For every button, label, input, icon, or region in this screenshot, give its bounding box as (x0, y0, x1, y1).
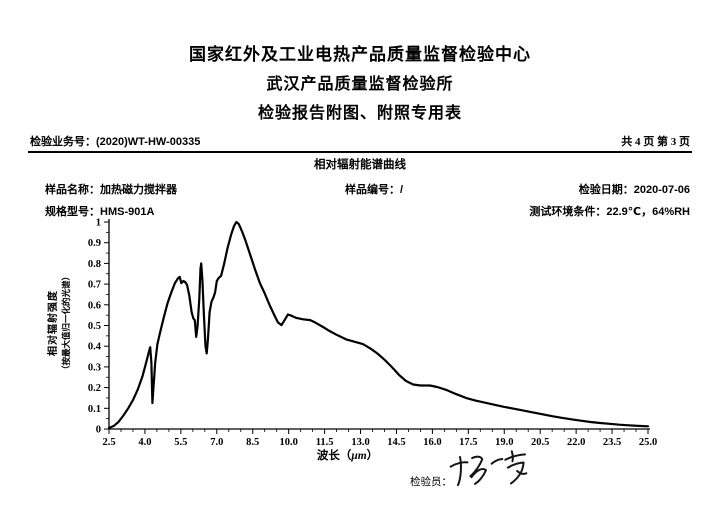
svg-text:0.6: 0.6 (88, 300, 101, 311)
y-axis-label-line1: 相对辐射强度 (48, 290, 59, 356)
svg-text:7.0: 7.0 (210, 437, 223, 448)
field-inspect-date-value: 2020-07-06 (633, 184, 690, 196)
spectrum-chart: 0 0.1 0.2 0.3 0.4 0.5 0.6 0.7 0.8 0.9 1 2.5 4.0 5.5 7.… (88, 218, 657, 463)
field-sample-name-label: 样品名称： (45, 184, 100, 196)
field-sample-name-value: 加热磁力搅拌器 (100, 184, 177, 196)
signature-stroke (490, 457, 504, 465)
svg-text:25.0: 25.0 (639, 437, 657, 448)
field-test-env: 测试环境条件：22.9℃，64%RH (529, 203, 690, 219)
y-axis-label: 相对辐射强度 （按最大值归一化的光谱） (48, 257, 76, 389)
svg-text:0.2: 0.2 (88, 383, 101, 394)
header-divider (28, 151, 692, 154)
svg-text:5.5: 5.5 (174, 437, 187, 448)
svg-text:10.0: 10.0 (279, 437, 297, 448)
inspector-label: 检验员： (410, 476, 452, 488)
svg-text:22.0: 22.0 (567, 437, 585, 448)
svg-text:波长（μm）: 波长（μm） (317, 448, 378, 462)
field-model-label: 规格型号： (45, 206, 100, 218)
field-sample-name: 样品名称：加热磁力搅拌器 (45, 181, 177, 197)
signature-stroke (456, 455, 462, 487)
svg-text:11.5: 11.5 (316, 437, 334, 448)
svg-text:0.1: 0.1 (88, 404, 101, 415)
org-title-main: 国家红外及工业电热产品质量监督检验中心 (189, 45, 531, 64)
svg-text:20.5: 20.5 (531, 437, 549, 448)
inspector-signature (449, 450, 528, 487)
field-inspect-date: 检验日期：2020-07-06 (579, 181, 690, 197)
signature-stroke (506, 461, 525, 485)
field-sample-no-label: 样品编号： (345, 184, 400, 196)
svg-text:1: 1 (96, 218, 101, 229)
svg-text:2.5: 2.5 (102, 437, 115, 448)
chart-section-title: 相对辐射能谱曲线 (314, 159, 406, 171)
svg-text:0.4: 0.4 (88, 342, 102, 353)
svg-text:0.3: 0.3 (88, 362, 101, 373)
signature-stroke (504, 453, 527, 461)
svg-text:0.9: 0.9 (88, 238, 101, 249)
svg-text:0.8: 0.8 (88, 259, 101, 270)
business-number-value: (2020)WT-HW-00335 (96, 136, 201, 148)
field-model: 规格型号：HMS-901A (45, 203, 154, 219)
svg-text:23.5: 23.5 (603, 437, 621, 448)
spectrum-chart-area: 0 0.1 0.2 0.3 0.4 0.5 0.6 0.7 0.8 0.9 1 2.5 4.0 5.5 7.… (0, 215, 720, 467)
svg-text:13.0: 13.0 (351, 437, 369, 448)
field-test-env-value: 22.9℃，64%RH (606, 206, 690, 218)
svg-text:4.0: 4.0 (138, 437, 151, 448)
field-sample-no: 样品编号：/ (345, 181, 403, 197)
signature-stroke (470, 468, 488, 485)
svg-text:0: 0 (96, 425, 101, 436)
svg-text:19.0: 19.0 (495, 437, 513, 448)
svg-text:8.5: 8.5 (246, 437, 259, 448)
page-title: 检验报告附图、附照专用表 (257, 105, 462, 122)
svg-text:16.0: 16.0 (423, 437, 441, 448)
signature-stroke (516, 469, 528, 475)
org-title-sub: 武汉产品质量监督检验所 (266, 76, 454, 93)
field-model-value: HMS-901A (100, 206, 155, 218)
business-number-label: 检验业务号： (30, 136, 96, 148)
signature-stroke (469, 455, 484, 478)
field-test-env-label: 测试环境条件： (529, 206, 607, 218)
svg-text:0.5: 0.5 (88, 321, 101, 332)
field-sample-no-value: / (400, 184, 404, 196)
svg-text:17.5: 17.5 (459, 437, 477, 448)
signature-stroke (449, 461, 469, 468)
y-axis-label-line2: （按最大值归一化的光谱） (61, 272, 71, 375)
svg-text:0.7: 0.7 (88, 280, 101, 291)
svg-text:14.5: 14.5 (387, 437, 405, 448)
business-number: 检验业务号：(2020)WT-HW-00335 (30, 133, 200, 149)
page-count: 共 4 页 第 3 页 (621, 136, 690, 148)
field-inspect-date-label: 检验日期： (578, 184, 634, 196)
